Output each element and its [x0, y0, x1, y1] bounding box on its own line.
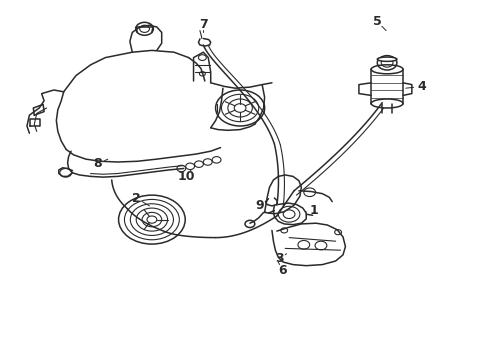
Text: 7: 7 — [199, 18, 208, 31]
Text: 3: 3 — [275, 252, 284, 265]
Ellipse shape — [371, 65, 403, 74]
Text: 1: 1 — [309, 204, 318, 217]
Ellipse shape — [377, 57, 397, 61]
Text: 5: 5 — [373, 15, 382, 28]
Text: 10: 10 — [177, 170, 195, 183]
Text: 6: 6 — [278, 264, 287, 276]
Text: 9: 9 — [255, 199, 264, 212]
Text: 8: 8 — [94, 157, 102, 170]
Text: 2: 2 — [132, 192, 141, 204]
Text: 4: 4 — [417, 80, 426, 93]
